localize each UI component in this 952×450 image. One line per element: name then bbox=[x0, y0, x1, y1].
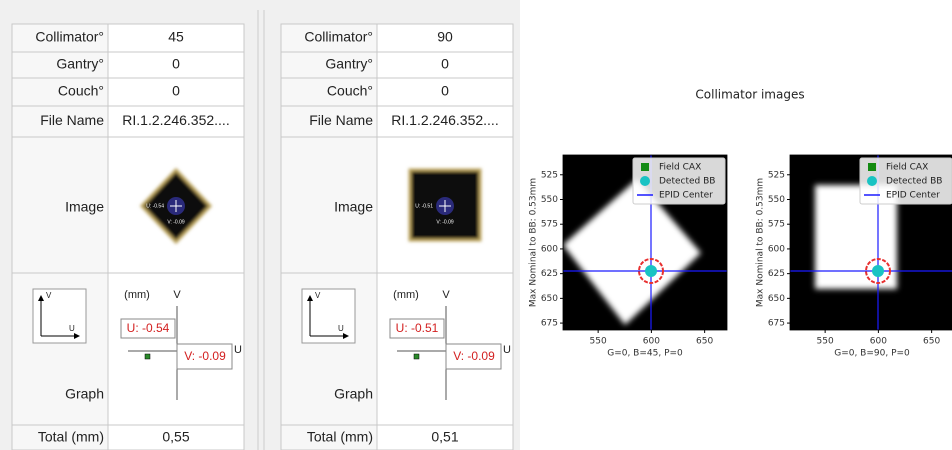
icon-v: V bbox=[315, 291, 321, 300]
row-value: 0 bbox=[172, 56, 180, 72]
figure-title: Collimator images bbox=[695, 88, 804, 102]
graph-point bbox=[414, 354, 419, 359]
plot: 525 550 575 600 625 650 675 550 600 650 G=0, B=45,… bbox=[529, 155, 728, 359]
row-value: 0 bbox=[441, 56, 449, 72]
detected-bb bbox=[872, 265, 884, 277]
row-value: RI.1.2.246.352.... bbox=[122, 112, 229, 128]
u-value: U: -0.54 bbox=[127, 321, 170, 335]
detected-bb bbox=[645, 265, 657, 277]
v-value: V: -0.09 bbox=[184, 349, 226, 363]
icon-u: U bbox=[69, 324, 75, 333]
y-tick-label: 525 bbox=[768, 170, 785, 180]
legend-label: EPID Center bbox=[659, 191, 713, 201]
x-axis-label: G=0, B=45, P=0 bbox=[607, 349, 683, 359]
graph-unit: (mm) bbox=[393, 289, 419, 301]
legend-swatch bbox=[640, 176, 650, 186]
y-tick-label: 600 bbox=[541, 244, 558, 254]
y-tick-label: 625 bbox=[768, 269, 785, 279]
graph-u: U bbox=[503, 344, 511, 356]
legend-label: Detected BB bbox=[659, 177, 715, 187]
row-label: Total (mm) bbox=[307, 429, 373, 445]
row-value: 0 bbox=[441, 83, 449, 99]
screen: Collimator images Collimator°45Gantry°0C… bbox=[0, 0, 952, 450]
row-value: 90 bbox=[437, 29, 453, 45]
graph-unit: (mm) bbox=[124, 289, 150, 301]
row-value: 45 bbox=[168, 29, 184, 45]
y-tick-label: 675 bbox=[768, 319, 785, 329]
row-value: 0,51 bbox=[431, 429, 458, 445]
icon-v: V bbox=[46, 291, 52, 300]
x-tick-label: 600 bbox=[870, 337, 887, 347]
x-tick-label: 650 bbox=[923, 337, 940, 347]
row-value: 0,55 bbox=[162, 429, 189, 445]
y-tick-label: 550 bbox=[768, 195, 785, 205]
y-tick-label: 600 bbox=[768, 244, 785, 254]
y-tick-label: 650 bbox=[541, 294, 558, 304]
row-label: File Name bbox=[309, 112, 373, 128]
legend-label: Field CAX bbox=[659, 163, 701, 173]
thumb-v: V: -0.09 bbox=[167, 219, 185, 225]
y-tick-label: 525 bbox=[541, 170, 558, 180]
y-tick-label: 650 bbox=[768, 294, 785, 304]
row-label: Graph bbox=[334, 386, 373, 402]
icon-u: U bbox=[338, 324, 344, 333]
y-tick-label: 625 bbox=[541, 269, 558, 279]
row-label: Gantry° bbox=[325, 56, 373, 72]
x-tick-label: 600 bbox=[643, 337, 660, 347]
graph-v: V bbox=[173, 289, 181, 301]
y-tick-label: 575 bbox=[541, 220, 558, 230]
row-value: RI.1.2.246.352.... bbox=[391, 112, 498, 128]
graph-point bbox=[145, 354, 150, 359]
row-label: File Name bbox=[40, 112, 104, 128]
x-axis-label: G=0, B=90, P=0 bbox=[834, 349, 910, 359]
y-axis-label: Max Nominal to BB: 0.53mm bbox=[529, 178, 539, 307]
row-label: Collimator° bbox=[35, 29, 104, 45]
legend-swatch bbox=[641, 163, 649, 171]
row-label: Total (mm) bbox=[38, 429, 104, 445]
result-table: Collimator° 90 Gantry° 0 Couch° 0 File Name RI.… bbox=[281, 24, 513, 450]
row-label: Collimator° bbox=[304, 29, 373, 45]
row-label: Gantry° bbox=[56, 56, 104, 72]
x-tick-label: 550 bbox=[817, 337, 834, 347]
row-label: Couch° bbox=[327, 83, 373, 99]
legend-label: EPID Center bbox=[886, 191, 940, 201]
row-value: 0 bbox=[172, 83, 180, 99]
y-tick-label: 575 bbox=[768, 220, 785, 230]
graph-u: U bbox=[234, 344, 242, 356]
thumb-u: U: -0.51 bbox=[415, 203, 433, 209]
legend-label: Field CAX bbox=[886, 163, 928, 173]
y-tick-label: 675 bbox=[541, 319, 558, 329]
thumb-v: V: -0.09 bbox=[436, 219, 454, 225]
thumb-u: U: -0.54 bbox=[146, 203, 164, 209]
y-axis-label: Max Nominal to BB: 0.53mm bbox=[756, 178, 766, 307]
row-label: Graph bbox=[65, 386, 104, 402]
x-tick-label: 650 bbox=[696, 337, 713, 347]
legend-label: Detected BB bbox=[886, 177, 942, 187]
result-table: Collimator° 45 Gantry° 0 Couch° 0 File Name RI.… bbox=[12, 24, 244, 450]
graph-v: V bbox=[442, 289, 450, 301]
row-label: Couch° bbox=[58, 83, 104, 99]
u-value: U: -0.51 bbox=[396, 321, 439, 335]
y-tick-label: 550 bbox=[541, 195, 558, 205]
legend-swatch bbox=[868, 163, 876, 171]
legend-swatch bbox=[867, 176, 877, 186]
row-label: Image bbox=[65, 199, 104, 215]
x-tick-label: 550 bbox=[590, 337, 607, 347]
row-label: Image bbox=[334, 199, 373, 215]
plot: 525 550 575 600 625 650 675 550 600 650 G=0, B=90,… bbox=[756, 155, 952, 359]
v-value: V: -0.09 bbox=[453, 349, 495, 363]
